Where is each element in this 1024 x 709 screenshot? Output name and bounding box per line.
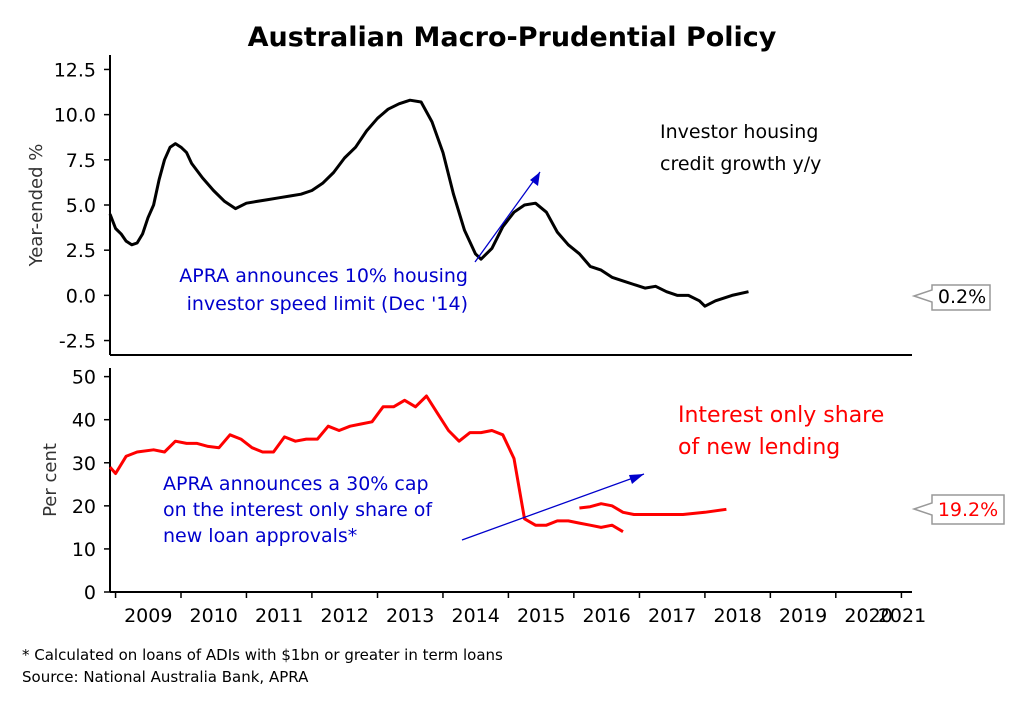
x-tick-label: 2016 [582, 605, 630, 627]
investor-last-value: 0.2% [938, 286, 986, 308]
investor-value-callout: 0.2% [911, 284, 991, 311]
interest-only-value-callout: 19.2% [911, 494, 1005, 525]
y-tick-label: 12.5 [54, 59, 96, 81]
interest-only-share-line [579, 502, 727, 516]
cap-annotation-line-3: new loan approvals* [163, 525, 357, 547]
top-y-axis-label: Year-ended % [26, 144, 47, 268]
footnote: * Calculated on loans of ADIs with $1bn … [22, 646, 503, 664]
x-tick-label: 2014 [451, 605, 499, 627]
y-tick-label: -2.5 [59, 331, 96, 353]
bottom-y-ticks: 50 40 30 20 10 0 [72, 367, 110, 604]
x-tick-label: 2021 [878, 605, 926, 627]
chart-title: Australian Macro-Prudential Policy [248, 22, 777, 53]
top-panel: 12.5 10.0 7.5 5.0 2.5 0.0 -2.5 Year-ended % In… [26, 55, 991, 356]
x-tick-label: 2017 [648, 605, 696, 627]
interest-only-series-label-line-1: Interest only share [678, 403, 884, 428]
investor-credit-growth-line [108, 98, 749, 308]
x-tick-label: 2010 [190, 605, 238, 627]
speed-limit-annotation-line-2: investor speed limit (Dec '14) [187, 293, 468, 315]
x-tick-label: 2020 [844, 605, 892, 627]
interest-only-callout-box [911, 494, 1005, 525]
cap-annotation-line-1: APRA announces a 30% cap [163, 473, 429, 495]
x-tick-label: 2012 [321, 605, 369, 627]
source-note: Source: National Australia Bank, APRA [22, 668, 309, 686]
y-tick-label: 5.0 [66, 195, 96, 217]
x-tick-label: 2019 [779, 605, 827, 627]
y-tick-label: 10.0 [54, 105, 96, 127]
speed-limit-arrowhead [530, 172, 540, 186]
interest-only-lines [108, 394, 727, 533]
speed-limit-annotation-line-1: APRA announces 10% housing [179, 265, 468, 287]
y-tick-label: 2.5 [66, 240, 96, 262]
cap-annotation-line-2: on the interest only share of [163, 499, 433, 521]
y-tick-label: 20 [72, 496, 96, 518]
cap-arrow [461, 473, 645, 541]
cap-arrowhead [629, 474, 644, 484]
y-tick-label: 0 [84, 582, 96, 604]
x-tick-label: 2018 [713, 605, 761, 627]
x-ticks: 2009 2010 2011 2012 2013 2014 2015 2016 2017 2018… [114, 592, 926, 627]
y-tick-label: 7.5 [66, 150, 96, 172]
investor-series-label-line-2: credit growth y/y [660, 153, 821, 175]
interest-only-last-value: 19.2% [938, 499, 998, 521]
x-tick-label: 2009 [124, 605, 172, 627]
y-tick-label: 0.0 [66, 285, 96, 307]
interest-only-share-line [108, 394, 624, 533]
speed-limit-arrow [474, 171, 541, 263]
bottom-y-axis-label: Per cent [40, 443, 61, 517]
interest-only-series-label-line-2: of new lending [678, 435, 840, 460]
y-tick-label: 40 [72, 410, 96, 432]
investor-series-label-line-1: Investor housing [660, 121, 818, 143]
top-y-ticks: 12.5 10.0 7.5 5.0 2.5 0.0 -2.5 [54, 59, 110, 353]
x-tick-label: 2011 [255, 605, 303, 627]
x-tick-label: 2013 [386, 605, 434, 627]
y-tick-label: 50 [72, 367, 96, 389]
investor-callout-box [911, 284, 991, 311]
x-tick-label: 2015 [517, 605, 565, 627]
y-tick-label: 10 [72, 539, 96, 561]
y-tick-label: 30 [72, 453, 96, 475]
